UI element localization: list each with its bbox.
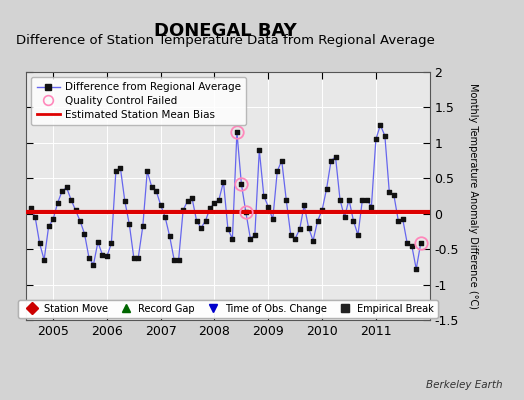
Point <box>327 157 335 164</box>
Point <box>228 235 237 242</box>
Point <box>40 256 48 263</box>
Point <box>354 232 362 238</box>
Point <box>161 214 169 220</box>
Point <box>309 238 318 244</box>
Point <box>259 193 268 199</box>
Point <box>394 218 402 224</box>
Point <box>336 196 344 203</box>
Point <box>62 184 71 191</box>
Point <box>224 226 232 232</box>
Point <box>166 233 174 240</box>
Point <box>192 218 201 224</box>
Point <box>31 214 39 220</box>
Point <box>80 230 89 237</box>
Point <box>322 186 331 192</box>
Point <box>399 216 407 222</box>
Point <box>255 147 264 153</box>
Point <box>367 204 376 210</box>
Point <box>408 242 416 249</box>
Point <box>282 196 290 203</box>
Point <box>269 216 277 222</box>
Point <box>174 256 183 263</box>
Point <box>345 196 353 203</box>
Point <box>250 232 259 238</box>
Point <box>125 221 134 228</box>
Point <box>170 256 178 263</box>
Point <box>49 216 57 222</box>
Point <box>45 223 53 230</box>
Point <box>313 218 322 224</box>
Point <box>350 218 358 224</box>
Point <box>417 240 425 247</box>
Point <box>273 168 281 174</box>
Point <box>331 154 340 160</box>
Point <box>278 157 286 164</box>
Point <box>197 225 205 231</box>
Point <box>107 240 116 247</box>
Point <box>71 207 80 213</box>
Point <box>27 205 35 211</box>
Point <box>318 207 326 213</box>
Point <box>291 235 299 242</box>
Point <box>358 196 367 203</box>
Text: Difference of Station Temperature Data from Regional Average: Difference of Station Temperature Data f… <box>16 34 435 47</box>
Point <box>242 209 250 216</box>
Point <box>138 223 147 230</box>
Point <box>121 198 129 204</box>
Point <box>380 132 389 139</box>
Point <box>264 204 272 210</box>
Point <box>385 189 394 196</box>
Point <box>237 181 246 187</box>
Point <box>296 226 304 232</box>
Point <box>304 225 313 231</box>
Y-axis label: Monthly Temperature Anomaly Difference (°C): Monthly Temperature Anomaly Difference (… <box>468 83 478 309</box>
Point <box>390 191 398 198</box>
Point <box>188 195 196 201</box>
Point <box>372 136 380 142</box>
Point <box>157 202 165 208</box>
Point <box>403 240 411 247</box>
Point <box>94 239 102 245</box>
Point <box>300 202 308 208</box>
Point <box>148 184 156 190</box>
Point <box>363 196 371 203</box>
Point <box>215 196 223 203</box>
Point <box>89 262 97 268</box>
Point <box>201 218 210 224</box>
Point <box>287 232 295 238</box>
Point <box>76 218 84 224</box>
Point <box>376 122 385 128</box>
Point <box>340 214 348 220</box>
Point <box>412 266 420 272</box>
Point <box>183 198 192 204</box>
Point <box>179 207 187 213</box>
Point <box>233 129 241 136</box>
Point <box>103 253 111 260</box>
Point <box>219 179 227 185</box>
Point <box>36 240 44 247</box>
Point <box>98 252 106 258</box>
Point <box>143 168 151 174</box>
Point <box>112 168 120 174</box>
Text: Berkeley Earth: Berkeley Earth <box>427 380 503 390</box>
Point <box>134 254 143 261</box>
Point <box>85 254 93 261</box>
Point <box>53 200 62 206</box>
Point <box>152 188 160 194</box>
Point <box>129 254 138 261</box>
Legend: Station Move, Record Gap, Time of Obs. Change, Empirical Break: Station Move, Record Gap, Time of Obs. C… <box>18 300 438 318</box>
Point <box>116 164 125 171</box>
Point <box>210 200 219 206</box>
Point <box>67 196 75 203</box>
Point <box>246 235 255 242</box>
Text: DONEGAL BAY: DONEGAL BAY <box>154 22 297 40</box>
Point <box>58 188 66 194</box>
Point <box>206 205 214 211</box>
